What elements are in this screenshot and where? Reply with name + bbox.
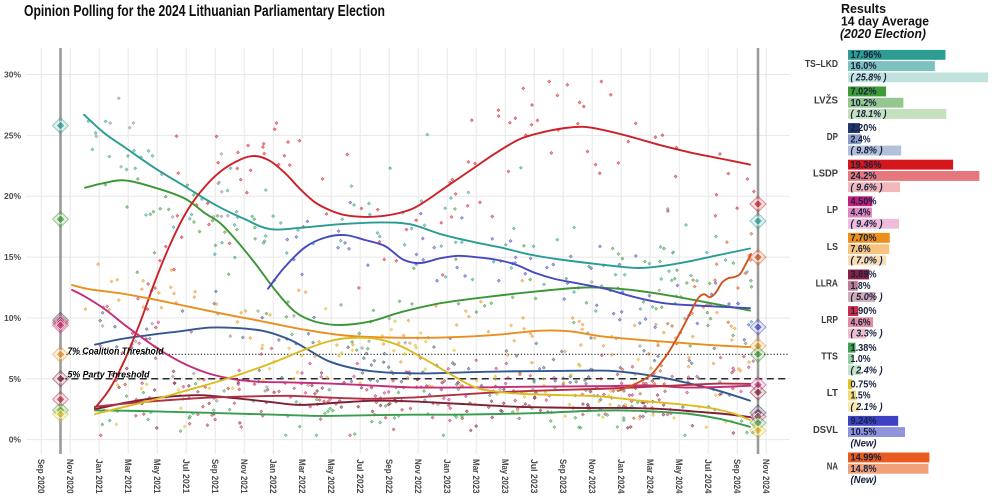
svg-text:TS–LKD: TS–LKD xyxy=(805,59,838,70)
svg-text:( 7.0% ): ( 7.0% ) xyxy=(851,255,883,267)
svg-text:Sep 2024: Sep 2024 xyxy=(732,459,742,494)
svg-text:LSDP: LSDP xyxy=(813,169,838,180)
svg-text:Jan 2022: Jan 2022 xyxy=(268,459,278,494)
svg-text:4.50%: 4.50% xyxy=(851,195,878,207)
svg-text:( 9.8% ): ( 9.8% ) xyxy=(851,145,883,157)
svg-text:( 9.6% ): ( 9.6% ) xyxy=(851,181,883,193)
svg-text:( 2.1% ): ( 2.1% ) xyxy=(851,401,883,413)
svg-text:( 5.0% ): ( 5.0% ) xyxy=(851,291,883,303)
svg-text:Sep 2022: Sep 2022 xyxy=(384,459,394,494)
svg-text:30%: 30% xyxy=(4,70,21,80)
svg-text:Jan 2023: Jan 2023 xyxy=(442,459,452,494)
svg-text:7.70%: 7.70% xyxy=(851,232,878,244)
svg-text:10%: 10% xyxy=(4,313,21,323)
svg-text:DSVL: DSVL xyxy=(813,425,838,436)
svg-text:7.6%: 7.6% xyxy=(851,243,872,255)
svg-text:2.20%: 2.20% xyxy=(851,122,878,134)
svg-text:LS: LS xyxy=(827,242,838,253)
svg-text:May 2024: May 2024 xyxy=(674,459,684,494)
svg-text:LLRA: LLRA xyxy=(816,278,838,289)
svg-text:25%: 25% xyxy=(4,130,21,140)
svg-text:Jan 2024: Jan 2024 xyxy=(616,459,626,494)
svg-text:1.8%: 1.8% xyxy=(851,280,872,292)
svg-text:7% Coalition Threshold: 7% Coalition Threshold xyxy=(68,346,164,357)
svg-text:LT: LT xyxy=(827,388,838,399)
svg-text:19.36%: 19.36% xyxy=(851,159,883,171)
svg-text:Opinion Polling for the 2024 L: Opinion Polling for the 2024 Lithuanian … xyxy=(24,3,385,20)
svg-text:Jan 2021: Jan 2021 xyxy=(94,459,104,494)
svg-text:( 2.4% ): ( 2.4% ) xyxy=(851,364,883,376)
svg-text:10.2%: 10.2% xyxy=(851,97,878,109)
svg-text:1.5%: 1.5% xyxy=(851,390,872,402)
svg-text:1.0%: 1.0% xyxy=(851,353,872,365)
svg-text:( 18.1% ): ( 18.1% ) xyxy=(851,108,887,120)
svg-text:17.96%: 17.96% xyxy=(851,49,883,61)
svg-text:2.4%: 2.4% xyxy=(851,133,872,145)
svg-text:10.5%: 10.5% xyxy=(851,426,878,438)
svg-text:NA: NA xyxy=(827,461,838,472)
svg-text:LRP: LRP xyxy=(821,315,838,326)
svg-text:May 2022: May 2022 xyxy=(326,459,336,494)
svg-text:LVŽS: LVŽS xyxy=(814,93,838,106)
svg-text:( 25.8% ): ( 25.8% ) xyxy=(851,72,887,84)
svg-text:5% Party Threshold: 5% Party Threshold xyxy=(68,369,150,380)
svg-text:1.90%: 1.90% xyxy=(851,305,878,317)
svg-text:LP: LP xyxy=(827,205,838,216)
svg-text:20%: 20% xyxy=(4,191,21,201)
svg-text:Mar 2024: Mar 2024 xyxy=(645,459,655,494)
svg-text:14.99%: 14.99% xyxy=(851,452,883,464)
svg-text:DP: DP xyxy=(827,132,838,143)
svg-text:0%: 0% xyxy=(9,435,22,445)
svg-text:Nov 2023: Nov 2023 xyxy=(587,459,597,494)
svg-text:Jul 2021: Jul 2021 xyxy=(181,459,191,494)
svg-text:9.24%: 9.24% xyxy=(851,415,878,427)
svg-text:Mar 2023: Mar 2023 xyxy=(471,459,481,494)
svg-text:(New): (New) xyxy=(851,474,877,486)
svg-text:Sep 2023: Sep 2023 xyxy=(558,459,568,494)
svg-text:3.89%: 3.89% xyxy=(851,269,878,281)
svg-text:Sep 2020: Sep 2020 xyxy=(36,459,46,494)
svg-text:Jul 2024: Jul 2024 xyxy=(703,459,713,494)
svg-text:May 2021: May 2021 xyxy=(152,459,162,494)
svg-text:(2020 Election): (2020 Election) xyxy=(840,27,926,41)
svg-text:14 day Average: 14 day Average xyxy=(841,15,929,29)
svg-text:0.75%: 0.75% xyxy=(851,378,878,390)
svg-text:16.0%: 16.0% xyxy=(851,60,878,72)
svg-text:Sep 2021: Sep 2021 xyxy=(210,459,220,494)
svg-text:TTS: TTS xyxy=(821,352,838,363)
svg-text:24.2%: 24.2% xyxy=(851,170,878,182)
svg-text:( 3.3% ): ( 3.3% ) xyxy=(851,328,883,340)
svg-text:1.38%: 1.38% xyxy=(851,342,878,354)
svg-text:Results: Results xyxy=(841,2,886,16)
svg-text:Nov 2022: Nov 2022 xyxy=(413,459,423,494)
svg-text:Jul 2022: Jul 2022 xyxy=(355,459,365,494)
svg-text:4.6%: 4.6% xyxy=(851,316,872,328)
svg-text:( 9.4% ): ( 9.4% ) xyxy=(851,218,883,230)
svg-text:Nov 2021: Nov 2021 xyxy=(239,459,249,494)
svg-text:5%: 5% xyxy=(9,374,22,384)
svg-text:(New): (New) xyxy=(851,438,877,450)
svg-text:Jul 2023: Jul 2023 xyxy=(529,459,539,494)
svg-text:Nov 2020: Nov 2020 xyxy=(65,459,75,494)
svg-text:15%: 15% xyxy=(4,252,21,262)
svg-text:4.4%: 4.4% xyxy=(851,207,872,219)
svg-text:Mar 2022: Mar 2022 xyxy=(297,459,307,494)
svg-text:May 2023: May 2023 xyxy=(500,459,510,494)
svg-text:14.8%: 14.8% xyxy=(851,463,878,475)
svg-text:Nov 2024: Nov 2024 xyxy=(761,459,771,494)
svg-text:7.02%: 7.02% xyxy=(851,86,878,98)
svg-text:Mar 2021: Mar 2021 xyxy=(123,459,133,494)
